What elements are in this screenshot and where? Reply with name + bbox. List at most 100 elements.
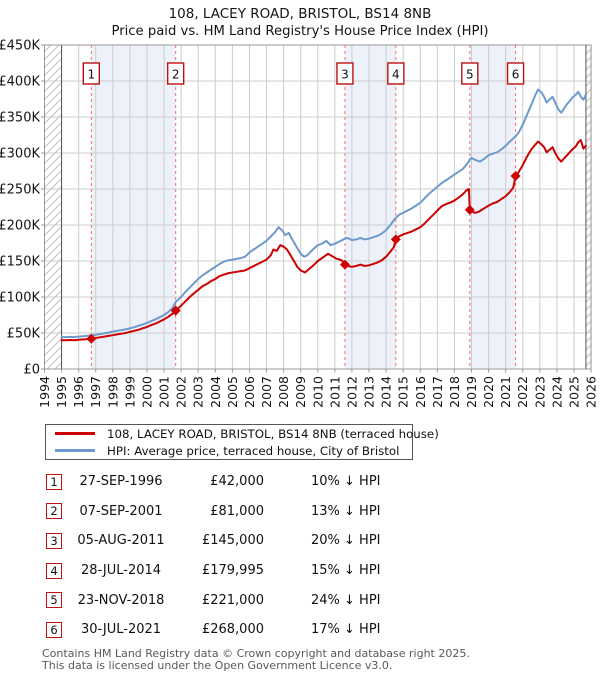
x-axis-label: 2022 <box>515 376 530 408</box>
sales-table: 1 27-SEP-1996 £42,000 10% ↓ HPI 2 07-SEP… <box>0 467 600 645</box>
y-axis-label: £100K <box>0 291 40 306</box>
sale-vs-hpi: 20% ↓ HPI <box>311 533 381 549</box>
sale-vs-hpi: 10% ↓ HPI <box>311 474 381 490</box>
sale-number-box <box>461 62 479 85</box>
sale-point-diamond <box>86 333 97 344</box>
sale-point-diamond <box>510 171 521 182</box>
y-axis-label: £150K <box>0 255 40 270</box>
sale-date: 07-SEP-2001 <box>79 503 163 519</box>
sale-number-badge: 5 <box>46 592 62 609</box>
y-axis-label: £350K <box>0 111 40 126</box>
sale-number-label: 4 <box>392 68 400 82</box>
sale-number-box <box>387 62 405 85</box>
x-axis-label: 1999 <box>122 376 137 408</box>
sale-number-label: 3 <box>341 68 349 82</box>
series-line <box>60 88 587 339</box>
x-axis-label: 2010 <box>310 376 325 408</box>
x-axis-label: 2019 <box>464 376 479 408</box>
footer-line1: Contains HM Land Registry data © Crown c… <box>42 647 470 660</box>
blue-line-swatch <box>55 449 95 452</box>
x-axis-label: 2007 <box>259 376 274 408</box>
sale-price: £179,995 <box>201 563 264 579</box>
sale-vs-hpi: 17% ↓ HPI <box>311 622 381 638</box>
sale-row-6: 6 30-JUL-2021 £268,000 17% ↓ HPI <box>0 615 600 645</box>
x-axis-label: 2002 <box>174 376 189 408</box>
sale-number-box <box>82 62 100 85</box>
no-data-hatch-left <box>44 45 62 369</box>
x-axis-label: 2008 <box>276 376 291 408</box>
y-axis-label: £250K <box>0 183 40 198</box>
legend-label-hpi: HPI: Average price, terraced house, City… <box>107 443 400 458</box>
sale-vs-hpi: 13% ↓ HPI <box>311 503 381 519</box>
footer-line2: This data is licensed under the Open Gov… <box>42 658 393 672</box>
sale-number-box <box>166 62 185 85</box>
license-footer: Contains HM Land Registry data © Crown c… <box>42 648 470 671</box>
x-axis-label: 1994 <box>37 376 52 408</box>
x-axis-label: 2000 <box>139 376 154 408</box>
y-axis-label: £400K <box>0 75 40 90</box>
sale-point-diamond <box>464 204 475 215</box>
sale-number-label: 1 <box>87 68 95 82</box>
y-axis-label: £200K <box>0 219 40 234</box>
sale-point-diamond <box>390 234 401 245</box>
sale-price: £268,000 <box>201 622 264 638</box>
sale-number-box <box>506 62 525 85</box>
x-axis-label: 2021 <box>498 376 513 408</box>
x-axis-label: 2023 <box>532 376 547 408</box>
y-axis-label: £300K <box>0 147 40 162</box>
x-axis-label: 2026 <box>584 376 599 408</box>
x-axis-label: 2004 <box>208 376 223 408</box>
legend-row-hpi: HPI: Average price, terraced house, City… <box>55 443 412 458</box>
x-axis-label: 2024 <box>549 376 564 408</box>
sale-date: 27-SEP-1996 <box>79 474 163 490</box>
x-axis-label: 2005 <box>225 376 240 408</box>
sale-number-box <box>336 62 354 85</box>
x-axis-label: 2013 <box>362 376 377 408</box>
page-subtitle: Price paid vs. HM Land Registry's House … <box>111 24 489 39</box>
sale-row-1: 1 27-SEP-1996 £42,000 10% ↓ HPI <box>0 467 600 497</box>
x-axis-label: 2020 <box>481 376 496 408</box>
ownership-band <box>469 45 516 369</box>
sale-date: 30-JUL-2021 <box>80 622 162 638</box>
red-line-swatch <box>55 432 95 435</box>
sale-number-label: 2 <box>172 68 180 82</box>
x-axis-label: 2006 <box>242 376 257 408</box>
sale-number-badge: 4 <box>46 562 62 579</box>
x-axis-label: 2011 <box>327 376 342 408</box>
sale-row-5: 5 23-NOV-2018 £221,000 24% ↓ HPI <box>0 585 600 615</box>
y-axis-label: £50K <box>7 327 41 342</box>
sale-price: £42,000 <box>210 474 264 490</box>
x-axis-label: 1995 <box>54 376 69 408</box>
sale-row-2: 2 07-SEP-2001 £81,000 13% ↓ HPI <box>0 497 600 527</box>
x-axis-label: 2017 <box>430 376 445 408</box>
sale-date: 05-AUG-2011 <box>77 533 165 549</box>
sale-vs-hpi: 15% ↓ HPI <box>311 563 381 579</box>
x-axis-label: 1996 <box>71 376 86 408</box>
no-data-hatch-right <box>585 45 592 369</box>
x-axis-label: 2003 <box>191 376 206 408</box>
x-axis-label: 2018 <box>447 376 462 408</box>
sale-number-badge: 2 <box>46 503 62 520</box>
x-axis-label: 2025 <box>566 376 581 408</box>
y-axis-label: £0 <box>23 363 40 378</box>
sale-price: £145,000 <box>201 533 264 549</box>
sale-number-badge: 1 <box>46 473 62 490</box>
chart-plot-area: 1 2 3 4 5 6 £0 £50K £100K £150K £200K £250K £300K £35… <box>0 39 599 408</box>
sale-point-diamond <box>339 259 350 270</box>
chart-legend: 108, LACEY ROAD, BRISTOL, BS14 8NB (terr… <box>45 424 439 460</box>
y-axis-label: £450K <box>0 39 40 54</box>
ownership-band <box>91 45 176 369</box>
legend-label-price: 108, LACEY ROAD, BRISTOL, BS14 8NB (terr… <box>107 426 439 441</box>
ownership-band <box>344 45 396 369</box>
x-axis-label: 2012 <box>344 376 359 408</box>
sale-date: 23-NOV-2018 <box>77 592 165 608</box>
x-axis-label: 1998 <box>105 376 120 408</box>
x-axis-label: 2001 <box>157 376 172 408</box>
sale-row-4: 4 28-JUL-2014 £179,995 15% ↓ HPI <box>0 556 600 586</box>
sale-number-label: 6 <box>512 68 520 82</box>
sale-price: £221,000 <box>201 592 264 608</box>
sale-point-diamond <box>170 305 181 316</box>
price-vs-hpi-chart: 1 2 3 4 5 6 £0 £50K £100K £150K £200K £250K £300K £35… <box>0 39 599 408</box>
legend-row-price: 108, LACEY ROAD, BRISTOL, BS14 8NB (terr… <box>55 426 439 441</box>
x-axis-label: 1997 <box>88 376 103 408</box>
